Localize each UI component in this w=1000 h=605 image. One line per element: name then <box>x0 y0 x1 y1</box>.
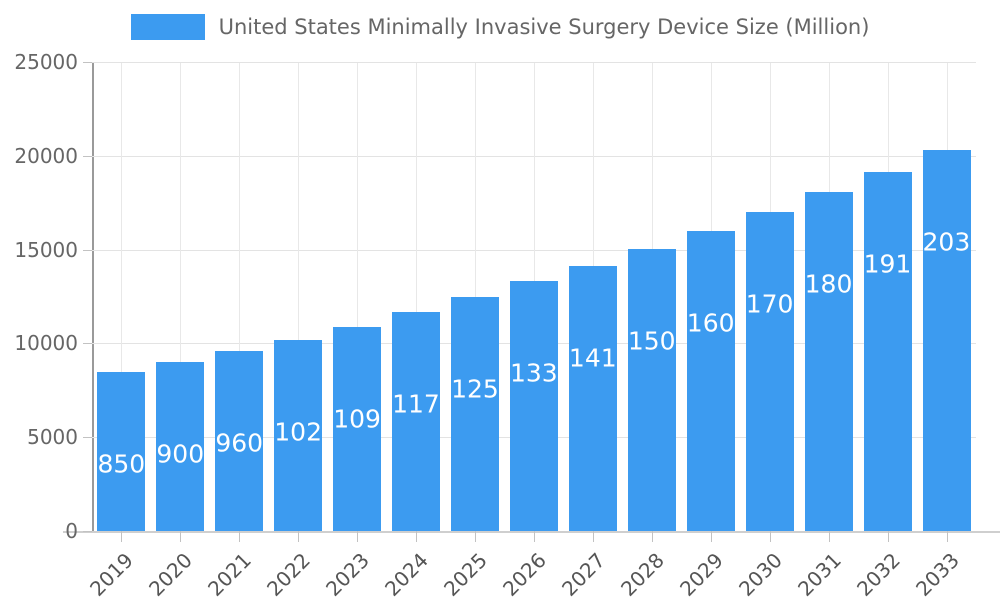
x-tick-mark <box>121 531 122 542</box>
y-tick-label: 20000 <box>14 143 78 168</box>
x-tick-label: 2031 <box>792 548 846 601</box>
bar-value-label: 12500 <box>451 376 499 401</box>
x-gridline <box>298 62 299 531</box>
bar-value-label: 13330 <box>510 360 558 386</box>
bar-value-label: 20300 <box>922 229 971 255</box>
x-tick-mark <box>652 531 653 542</box>
x-tick-label: 2027 <box>556 548 610 601</box>
x-tick-mark <box>357 531 358 542</box>
x-tick-label: 2029 <box>674 548 728 601</box>
bar[interactable] <box>333 326 382 531</box>
y-tick-label: 25000 <box>14 50 78 74</box>
bar-value-label: 15050 <box>627 328 676 354</box>
x-tick-mark <box>298 531 299 542</box>
bar-value-label: 9000 <box>156 441 205 467</box>
x-tick-label: 2022 <box>262 548 316 601</box>
x-tick-mark <box>534 531 535 542</box>
bar-value-label: 9600 <box>215 430 264 456</box>
x-tick-mark <box>770 531 771 542</box>
bar-value-label: 17000 <box>745 291 794 317</box>
bar[interactable] <box>510 280 558 531</box>
y-tick-mark <box>83 531 92 532</box>
y-tick-label: 0 <box>65 519 78 543</box>
bar[interactable] <box>392 311 441 531</box>
x-gridline <box>416 62 417 531</box>
x-tick-label: 2030 <box>733 548 787 601</box>
x-tick-mark <box>711 531 712 542</box>
bar[interactable] <box>745 212 794 531</box>
bar-value-label: 10200 <box>274 419 322 445</box>
bar[interactable] <box>922 150 971 531</box>
x-tick-label: 2028 <box>615 548 669 601</box>
x-tick-mark <box>416 531 417 542</box>
x-tick-mark <box>829 531 830 542</box>
bar-value-label: 8500 <box>97 451 146 477</box>
y-tick-mark <box>83 343 92 345</box>
x-tick-label: 2021 <box>203 548 257 601</box>
bar-value-label: 10900 <box>333 406 381 432</box>
plot-area: 8500 9000 9600 10200 10900 11700 12500 13330 141… <box>92 62 976 531</box>
x-tick-mark <box>593 531 594 542</box>
chart-legend: United States Minimally Invasive Surgery… <box>0 14 1000 40</box>
y-tick-label: 5000 <box>27 425 78 450</box>
x-tick-label: 2025 <box>439 548 493 601</box>
bar[interactable] <box>97 371 146 531</box>
bar-value-label: 11700 <box>392 391 440 416</box>
bar-value-label: 19150 <box>863 251 912 277</box>
x-tick-label: 2032 <box>851 548 905 601</box>
y-axis-spine <box>92 62 94 532</box>
x-axis-line <box>63 531 1000 533</box>
x-tick-label: 2024 <box>380 548 434 601</box>
y-tick-mark <box>83 62 92 63</box>
x-tick-label: 2033 <box>910 548 964 601</box>
x-tick-mark <box>239 531 240 542</box>
bar[interactable] <box>627 248 676 531</box>
y-gridline-top <box>92 62 976 63</box>
x-gridline <box>239 62 240 531</box>
x-tick-mark <box>888 531 889 542</box>
y-tick-mark <box>83 155 92 157</box>
y-tick-label: 10000 <box>14 331 78 356</box>
x-tick-label: 2026 <box>498 548 551 601</box>
bar[interactable] <box>686 230 735 531</box>
x-gridline <box>121 62 122 531</box>
bar[interactable] <box>804 192 853 531</box>
bar[interactable] <box>156 362 205 531</box>
x-gridline <box>357 62 358 531</box>
y-tick-mark <box>83 249 92 251</box>
bar[interactable] <box>863 171 912 531</box>
x-tick-label: 2020 <box>144 548 198 601</box>
bar[interactable] <box>568 265 617 531</box>
bar[interactable] <box>451 296 500 531</box>
y-tick-label: 15000 <box>14 237 78 262</box>
bar[interactable] <box>215 350 264 531</box>
x-tick-label: 2019 <box>85 548 139 601</box>
x-gridline <box>180 62 181 531</box>
x-tick-label: 2023 <box>321 548 375 601</box>
bar-value-label: 16000 <box>686 310 735 336</box>
bar-value-label: 14150 <box>568 345 617 371</box>
bar[interactable] <box>274 339 323 531</box>
bar-value-label: 18050 <box>804 271 853 297</box>
legend-label-series-1: United States Minimally Invasive Surgery… <box>218 15 870 39</box>
x-tick-mark <box>180 531 181 542</box>
x-tick-mark <box>947 531 948 542</box>
x-tick-mark <box>475 531 476 542</box>
y-tick-mark <box>83 437 92 439</box>
legend-swatch-series-1 <box>130 14 205 40</box>
